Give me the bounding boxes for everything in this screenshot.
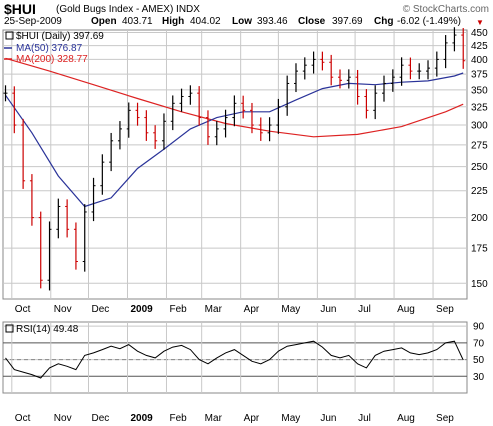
- price-x-tick-label: Jul: [358, 304, 371, 315]
- price-x-tick-label: 2009: [130, 304, 153, 315]
- rsi-panel-frame: [2, 321, 468, 394]
- rsi-x-tick-label: Oct: [15, 413, 31, 424]
- price-x-tick-label: Sep: [436, 304, 454, 315]
- chart-title-name: (Gold Bugs Index - AMEX) INDX: [56, 4, 200, 15]
- rsi-y-tick-label: 50: [473, 355, 485, 366]
- legend-ma200-label: MA(200) 328.77: [16, 54, 88, 65]
- price-y-tick-label: 150: [471, 279, 488, 290]
- close-value: 397.69: [332, 16, 363, 27]
- price-y-tick-label: 175: [471, 244, 488, 255]
- rsi-x-tick-label: Aug: [397, 413, 415, 424]
- legend-price-label: $HUI (Daily) 397.69: [16, 31, 104, 42]
- rsi-line: [5, 340, 464, 379]
- rsi-y-tick-label: 30: [473, 372, 485, 383]
- price-y-tick-label: 425: [471, 41, 488, 52]
- price-y-tick-label: 250: [471, 162, 488, 173]
- price-panel-frame: [2, 29, 468, 300]
- open-label: Open: [91, 16, 117, 27]
- price-y-tick-label: 200: [471, 213, 488, 224]
- rsi-x-tick-label: Sep: [436, 413, 454, 424]
- price-y-tick-label: 275: [471, 140, 488, 151]
- legend-ma50-label: MA(50) 376.87: [16, 43, 83, 54]
- price-y-tick-label: 325: [471, 102, 488, 113]
- rsi-y-tick-label: 70: [473, 338, 485, 349]
- rsi-x-tick-label: May: [281, 413, 300, 424]
- rsi-x-tick-label: Jun: [320, 413, 336, 424]
- legend-price-marker: [5, 31, 14, 40]
- rsi-x-tick-label: Jul: [358, 413, 371, 424]
- rsi-x-tick-label: Nov: [54, 413, 72, 424]
- price-x-tick-label: Oct: [15, 304, 31, 315]
- quote-info-row: 25-Sep-2009 Open 403.71 High 404.02 Low …: [4, 16, 490, 29]
- price-y-tick-label: 450: [471, 28, 488, 39]
- price-x-tick-label: Feb: [169, 304, 187, 315]
- price-y-tick-label: 400: [471, 55, 488, 66]
- change-label: Chg: [374, 16, 394, 27]
- price-x-tick-label: May: [281, 304, 300, 315]
- legend-rsi-marker: [5, 324, 14, 333]
- price-x-tick-label: Aug: [397, 304, 415, 315]
- down-arrow-icon: ▼: [476, 18, 484, 27]
- price-x-tick-label: Nov: [54, 304, 72, 315]
- price-x-tick-label: Jun: [320, 304, 336, 315]
- high-value: 404.02: [190, 16, 221, 27]
- rsi-y-tick-label: 90: [473, 322, 485, 333]
- price-x-tick-label: Apr: [244, 304, 260, 315]
- rsi-x-tick-label: Apr: [244, 413, 260, 424]
- rsi-x-tick-label: Dec: [92, 413, 110, 424]
- price-x-tick-label: Mar: [205, 304, 223, 315]
- legend-rsi-label: RSI(14) 49.48: [16, 324, 79, 335]
- rsi-x-tick-label: 2009: [130, 413, 153, 424]
- price-y-tick-label: 225: [471, 186, 488, 197]
- close-label: Close: [298, 16, 326, 27]
- price-y-tick-label: 350: [471, 85, 488, 96]
- high-label: High: [162, 16, 185, 27]
- ma200-line: [5, 57, 464, 138]
- low-value: 393.46: [257, 16, 288, 27]
- rsi-x-tick-label: Feb: [169, 413, 187, 424]
- price-y-tick-label: 300: [471, 121, 488, 132]
- chart-title-symbol: $HUI: [4, 1, 36, 17]
- open-value: 403.71: [122, 16, 153, 27]
- price-x-tick-label: Dec: [92, 304, 110, 315]
- watermark: © StockCharts.com: [402, 4, 489, 15]
- rsi-x-tick-label: Mar: [205, 413, 223, 424]
- low-label: Low: [232, 16, 252, 27]
- quote-date: 25-Sep-2009: [4, 16, 62, 27]
- change-value: -6.02 (-1.49%): [397, 16, 461, 27]
- price-y-tick-label: 375: [471, 70, 488, 81]
